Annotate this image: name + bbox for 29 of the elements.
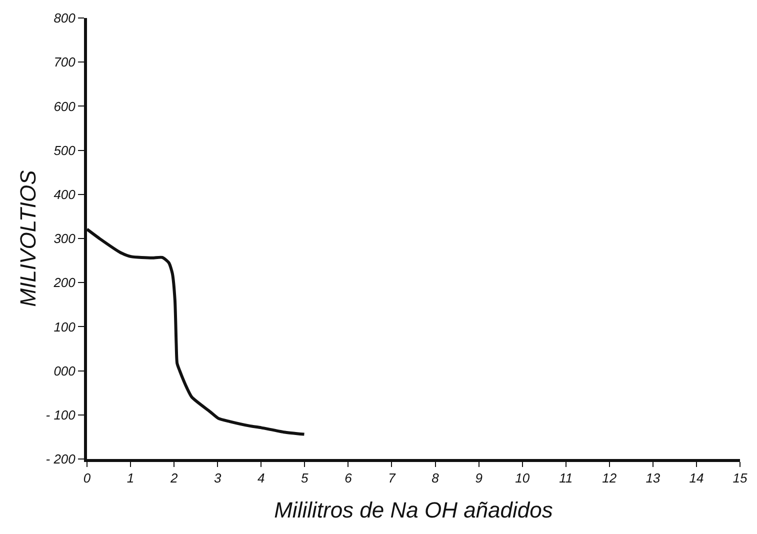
- x-tick-label: 2: [169, 470, 178, 486]
- y-tick-label: 300: [54, 231, 76, 246]
- x-tick-label: 15: [732, 470, 748, 486]
- x-tick-label: 0: [83, 470, 92, 486]
- y-tick-label: 200: [52, 275, 76, 290]
- y-tick-label: - 100: [46, 407, 76, 422]
- x-tick-label: 1: [126, 470, 134, 486]
- x-tick-label: 4: [258, 470, 265, 486]
- y-tick-label: 000: [54, 363, 76, 378]
- x-tick-label: 5: [301, 470, 310, 486]
- x-tick-label: 11: [559, 470, 573, 486]
- y-tick-label: 600: [54, 98, 76, 114]
- y-tick-label: 400: [54, 186, 76, 202]
- y-tick-label: - 200: [46, 452, 76, 467]
- x-tick-label: 3: [214, 470, 222, 486]
- x-axis-title: Mililitros de Na OH añadidos: [274, 498, 553, 522]
- x-tick-label: 14: [689, 470, 704, 486]
- y-tick-label: 500: [54, 142, 76, 158]
- y-axis-title: MILIVOLTIOS: [16, 170, 41, 307]
- x-tick-label: 6: [344, 470, 353, 486]
- y-tick-label: 800: [54, 10, 76, 26]
- x-tick-label: 7: [388, 470, 396, 486]
- y-tick-label: 100: [54, 319, 76, 334]
- x-tick-label: 8: [432, 470, 440, 486]
- x-tick-label: 12: [602, 470, 618, 486]
- x-tick-label: 10: [515, 470, 530, 486]
- y-tick-label: 700: [54, 54, 76, 70]
- x-tick-label: 13: [646, 470, 661, 486]
- x-tick-label: 9: [475, 470, 482, 486]
